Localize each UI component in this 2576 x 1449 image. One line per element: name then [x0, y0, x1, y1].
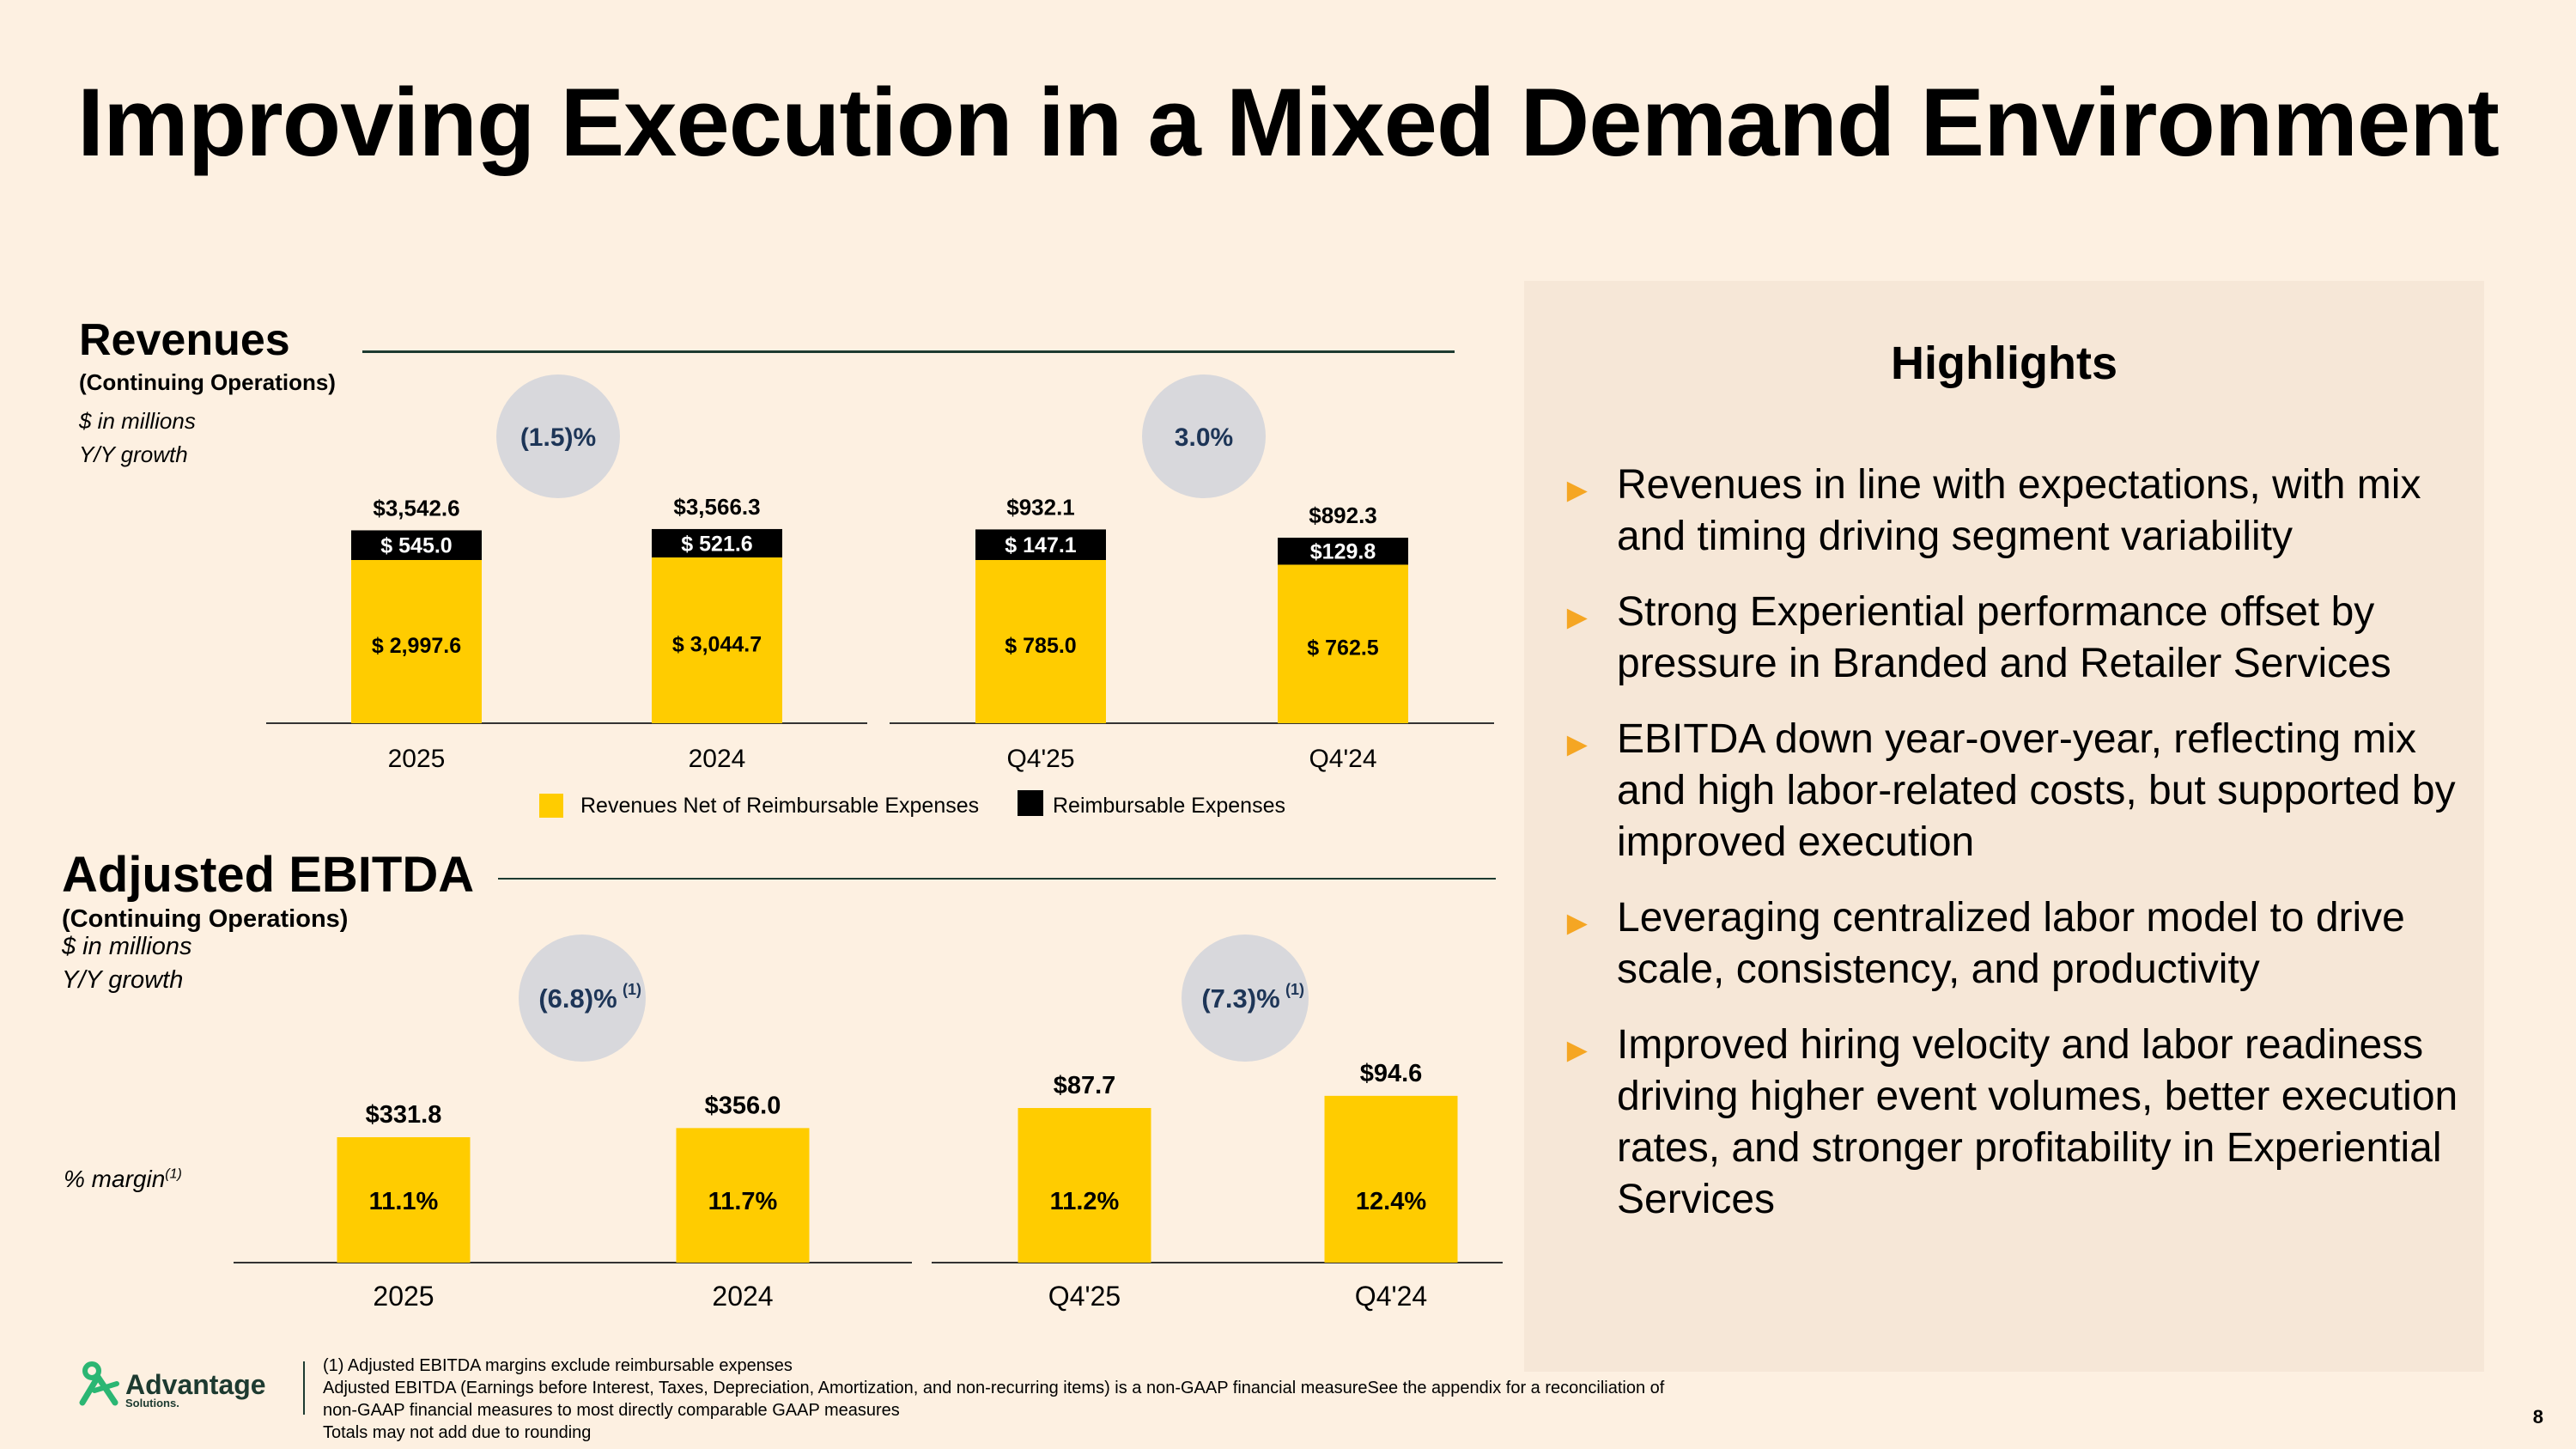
highlight-item: ► Leveraging centralized labor model to d… — [1560, 895, 2405, 992]
revenue-total-label: $3,566.3 — [673, 494, 760, 520]
highlights-list: ► Revenues in line with expectations, wit… — [1560, 460, 2462, 1250]
ebitda-units: $ in millions — [62, 933, 192, 960]
ebitda-value-label: $94.6 — [1360, 1060, 1423, 1087]
highlight-item: ► Strong Experiential performance offset … — [1560, 589, 2391, 686]
revenue-net-label: $ 2,997.6 — [372, 634, 461, 658]
revenue-reimbursable-bar — [351, 530, 482, 560]
revenue-total-label: $3,542.6 — [373, 495, 459, 521]
revenue-category-label: Q4'25 — [1006, 745, 1074, 773]
revenue-net-label: $ 3,044.7 — [672, 632, 762, 656]
revenue-reimbursable-label: $ 147.1 — [1005, 533, 1077, 557]
growth-bubble — [1142, 374, 1266, 498]
logo-subtext: Solutions. — [125, 1397, 179, 1409]
ebitda-value-label: $331.8 — [366, 1101, 442, 1129]
revenues-rule — [362, 350, 1455, 353]
legend-net-swatch — [539, 794, 563, 818]
footer-divider — [303, 1361, 305, 1415]
legend-reimb-label: Reimbursable Expenses — [1053, 794, 1285, 818]
revenue-reimbursable-bar — [1278, 538, 1408, 565]
growth-bubble — [519, 935, 646, 1062]
page-number: 8 — [2532, 1406, 2543, 1428]
ebitda-margin-value: 11.1% — [369, 1188, 439, 1215]
revenue-total-label: $932.1 — [1006, 494, 1075, 520]
ebitda-bar — [1324, 1095, 1458, 1263]
advantage-logo-icon — [79, 1361, 119, 1406]
ebitda-growth-label: (6.8)% — [538, 983, 617, 1014]
footnote-3: non-GAAP financial measures to most dire… — [323, 1401, 900, 1420]
logo-wordmark: Advantage — [125, 1369, 266, 1400]
legend-net-label: Revenues Net of Reimbursable Expenses — [580, 794, 980, 818]
revenues-title: Revenues — [79, 315, 290, 365]
ebitda-value-label: $87.7 — [1054, 1072, 1116, 1099]
revenue-category-label: Q4'24 — [1309, 745, 1376, 773]
revenue-reimbursable-label: $129.8 — [1310, 540, 1376, 564]
revenue-net-bar — [351, 560, 482, 723]
growth-bubble — [1182, 935, 1309, 1062]
ebitda-title: Adjusted EBITDA — [62, 847, 475, 903]
ebitda-growth-label: (7.3)% — [1201, 983, 1279, 1014]
growth-bubble — [496, 374, 620, 498]
revenue-reimbursable-bar — [652, 528, 782, 558]
legend-reimb-swatch — [1018, 790, 1043, 816]
revenue-net-bar — [975, 560, 1106, 723]
revenues-subtitle: (Continuing Operations) — [79, 369, 336, 395]
ebitda-bar — [337, 1137, 471, 1263]
revenue-net-label: $ 762.5 — [1307, 636, 1379, 660]
revenue-category-label: 2024 — [689, 745, 746, 773]
footnote-1: (1) Adjusted EBITDA margins exclude reim… — [323, 1356, 793, 1375]
ebitda-bar — [676, 1128, 810, 1263]
ebitda-margin-value: 11.7% — [708, 1188, 778, 1215]
revenue-net-bar — [652, 557, 782, 723]
ebitda-subtitle: (Continuing Operations) — [62, 905, 349, 933]
triangle-arrow-icon: ► — [1560, 1032, 1595, 1069]
revenues-units: $ in millions — [79, 408, 196, 434]
revenue-category-label: 2025 — [388, 745, 446, 773]
ebitda-margin-value: 12.4% — [1356, 1188, 1426, 1215]
ebitda-category-label: 2024 — [712, 1281, 773, 1312]
triangle-arrow-icon: ► — [1560, 904, 1595, 942]
triangle-arrow-icon: ► — [1560, 599, 1595, 636]
ebitda-category-label: Q4'24 — [1355, 1281, 1427, 1312]
ebitda-category-label: 2025 — [373, 1281, 434, 1312]
highlights-panel: Highlights ► Revenues in line with expect… — [1524, 281, 2484, 1372]
revenue-net-label: $ 785.0 — [1005, 634, 1076, 658]
revenue-growth-label: 3.0% — [1175, 423, 1233, 452]
ebitda-margin-label: % margin(1) — [64, 1166, 182, 1192]
footnote-4: Totals may not add due to rounding — [323, 1423, 592, 1442]
revenue-reimbursable-bar — [975, 529, 1106, 560]
ebitda-margin-value: 11.2% — [1050, 1188, 1120, 1215]
footnote-2: Adjusted EBITDA (Earnings before Interes… — [323, 1379, 1665, 1397]
triangle-arrow-icon: ► — [1560, 472, 1595, 509]
ebitda-rule — [498, 878, 1496, 880]
page-title: Improving Execution in a Mixed Demand En… — [77, 69, 2500, 176]
ebitda-growth-footnote-marker: (1) — [623, 981, 641, 998]
highlights-title: Highlights — [1891, 338, 2117, 389]
revenue-total-label: $892.3 — [1309, 502, 1377, 528]
ebitda-value-label: $356.0 — [705, 1092, 781, 1119]
highlight-item: ► EBITDA down year-over-year, reflecting … — [1560, 716, 2456, 865]
ebitda-category-label: Q4'25 — [1048, 1281, 1121, 1312]
revenue-reimbursable-label: $ 545.0 — [380, 534, 452, 558]
revenue-net-bar — [1278, 564, 1408, 723]
revenue-growth-label: (1.5)% — [520, 423, 596, 452]
revenues-chart: $ 2,997.6 $ 545.0 $3,542.6 2025 $ 3,044.7 $ 5… — [266, 374, 1494, 773]
ebitda-chart: $331.8 11.1% 2025 $356.0 11.7% 2024 $87.7 11.2%… — [234, 935, 1503, 1312]
ebitda-growth-label: Y/Y growth — [62, 966, 184, 994]
triangle-arrow-icon: ► — [1560, 726, 1595, 764]
revenue-reimbursable-label: $ 521.6 — [681, 532, 752, 556]
revenues-growth-label: Y/Y growth — [79, 441, 188, 467]
ebitda-growth-footnote-marker: (1) — [1285, 981, 1304, 998]
ebitda-bar — [1018, 1108, 1151, 1263]
highlight-item: ► Improved hiring velocity and labor read… — [1560, 1022, 2458, 1222]
highlight-item: ► Revenues in line with expectations, wit… — [1560, 462, 2421, 559]
